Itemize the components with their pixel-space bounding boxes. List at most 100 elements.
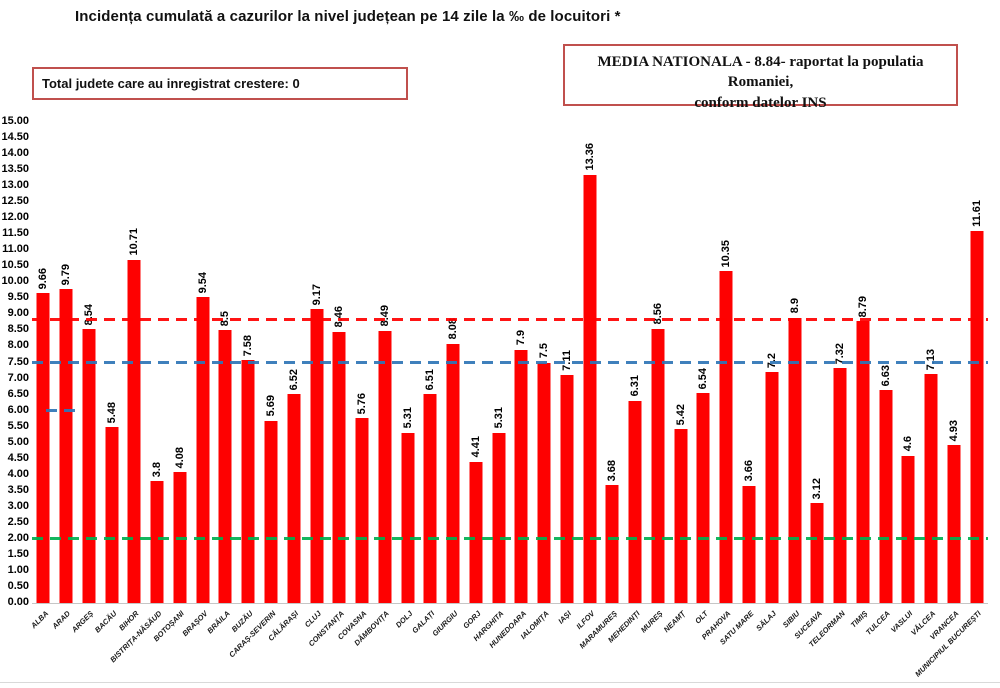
bar-column: 9.66 ALBA bbox=[29, 122, 55, 630]
category-label: MUREȘ bbox=[638, 609, 665, 635]
bar-column: 8.79 TIMIȘ bbox=[849, 122, 874, 630]
bar-value-label: 8.79 bbox=[856, 295, 869, 318]
y-tick-label: 13.00 bbox=[1, 179, 29, 192]
bar-column: 5.48 BACĂU bbox=[92, 122, 123, 635]
bottom-divider bbox=[0, 682, 1000, 683]
media-nationala-line bbox=[32, 318, 988, 322]
bar-value-label: 7.13 bbox=[925, 348, 938, 371]
bar-column: 6.63 TULCEA bbox=[864, 122, 897, 637]
bar bbox=[924, 374, 938, 603]
category-label: CLUJ bbox=[302, 609, 323, 630]
bar-column: 3.12 SUCEAVA bbox=[792, 122, 829, 641]
bar bbox=[36, 293, 50, 603]
bar-value-label: 7.5 bbox=[538, 343, 551, 359]
bar-value-label: 7.9 bbox=[515, 330, 528, 346]
bar-value-label: 6.63 bbox=[879, 364, 892, 387]
blue-stub-line bbox=[46, 409, 76, 413]
bar-value-label: 8.46 bbox=[333, 306, 346, 328]
y-tick-label: 11.50 bbox=[2, 227, 29, 240]
bar bbox=[264, 420, 278, 603]
category-label: IAȘI bbox=[556, 609, 574, 626]
bar-value-label: 10.35 bbox=[720, 239, 733, 268]
bar-value-label: 11.61 bbox=[970, 199, 983, 227]
bar-column: 4.41 GORJ bbox=[461, 122, 487, 630]
page-title: Incidența cumulată a cazurilor la nivel … bbox=[75, 8, 621, 25]
y-tick-label: 1.00 bbox=[7, 563, 29, 576]
y-tick-label: 10.00 bbox=[1, 275, 29, 288]
bar bbox=[196, 297, 210, 603]
y-tick-label: 14.00 bbox=[1, 147, 29, 160]
y-tick-label: 1.50 bbox=[7, 547, 29, 560]
bar bbox=[59, 289, 73, 603]
bar bbox=[560, 375, 574, 603]
bar-value-label: 8.56 bbox=[651, 303, 664, 325]
bar bbox=[605, 485, 619, 603]
bar bbox=[879, 390, 893, 603]
bar-column: 7.32 TELEORMAN bbox=[806, 122, 852, 649]
y-tick-label: 3.00 bbox=[7, 499, 29, 512]
y-tick-label: 15.00 bbox=[1, 115, 29, 127]
bar-value-label: 4.6 bbox=[902, 436, 915, 452]
bar bbox=[105, 427, 119, 603]
bar bbox=[742, 485, 756, 603]
bar bbox=[788, 317, 802, 603]
y-tick-label: 9.50 bbox=[7, 291, 29, 304]
bar-column: 7.5 IALOMIȚA bbox=[518, 122, 556, 641]
bar bbox=[332, 331, 346, 603]
bar bbox=[218, 330, 232, 603]
bar bbox=[423, 394, 437, 603]
bar-value-label: 9.17 bbox=[310, 283, 323, 305]
bar bbox=[833, 368, 847, 603]
bar bbox=[127, 259, 141, 603]
bar bbox=[651, 328, 665, 603]
bar bbox=[469, 461, 483, 603]
bar-column: 6.51 GALAȚI bbox=[411, 122, 442, 635]
y-tick-label: 4.00 bbox=[7, 467, 29, 480]
bar-column: 5.31 HARGHITA bbox=[471, 122, 510, 643]
bar-column: 9.54 BRAȘOV bbox=[180, 122, 214, 638]
y-tick-label: 5.00 bbox=[7, 435, 29, 448]
y-tick-label: 13.50 bbox=[1, 163, 29, 176]
y-tick-label: 10.50 bbox=[1, 259, 29, 272]
bar bbox=[446, 343, 460, 603]
bar-column: 9.79 ARAD bbox=[51, 122, 78, 631]
bar bbox=[765, 372, 779, 603]
bar-column: 5.76 COVASNA bbox=[336, 122, 374, 641]
bar-column: 5.31 DOLJ bbox=[393, 122, 419, 630]
bar-value-label: 6.54 bbox=[697, 367, 710, 390]
bar bbox=[696, 393, 710, 603]
bar-value-label: 3.68 bbox=[606, 459, 619, 481]
y-tick-label: 5.50 bbox=[7, 419, 29, 432]
bar-column: 3.68 MARAMUREȘ bbox=[577, 122, 624, 650]
y-tick-label: 8.50 bbox=[7, 323, 29, 336]
bar-column: 9.17 CLUJ bbox=[303, 122, 328, 629]
bar-value-label: 9.66 bbox=[37, 267, 50, 290]
bar bbox=[241, 359, 255, 603]
national-average-box: MEDIA NATIONALA - 8.84- raportat la popu… bbox=[563, 44, 958, 111]
bar-column: 3.8 BISTRIȚA-NĂSĂUD bbox=[108, 122, 169, 664]
bar-column: 4.93 VRANCEA bbox=[928, 122, 965, 642]
bar-column: 7.13 VÂLCEA bbox=[909, 122, 943, 637]
bar bbox=[310, 308, 324, 603]
bar-value-label: 9.79 bbox=[60, 263, 73, 286]
bar bbox=[401, 432, 415, 603]
bar bbox=[82, 329, 96, 603]
bar-column: 7.11IAȘI bbox=[556, 122, 579, 626]
y-tick-label: 2.50 bbox=[7, 515, 29, 528]
bar bbox=[810, 502, 824, 603]
bar bbox=[355, 418, 369, 603]
national-average-line1: MEDIA NATIONALA - 8.84- raportat la popu… bbox=[597, 54, 924, 91]
bar-column: 8.46 CONSTANȚA bbox=[306, 122, 351, 648]
bar-value-label: 5.31 bbox=[492, 407, 505, 429]
bar-value-label: 5.76 bbox=[356, 392, 369, 415]
blue-reference-line bbox=[32, 361, 988, 364]
bar bbox=[378, 330, 392, 603]
bar-value-label: 5.42 bbox=[674, 403, 687, 426]
category-label: SĂLAJ bbox=[754, 609, 779, 633]
bar-value-label: 5.69 bbox=[264, 395, 277, 417]
bar-column: 13.36 ILFOV bbox=[574, 122, 601, 631]
bar-value-label: 4.93 bbox=[947, 419, 960, 441]
bar-column: 5.69 CARAȘ-SEVERIN bbox=[227, 122, 283, 659]
bar-value-label: 6.52 bbox=[287, 368, 300, 390]
